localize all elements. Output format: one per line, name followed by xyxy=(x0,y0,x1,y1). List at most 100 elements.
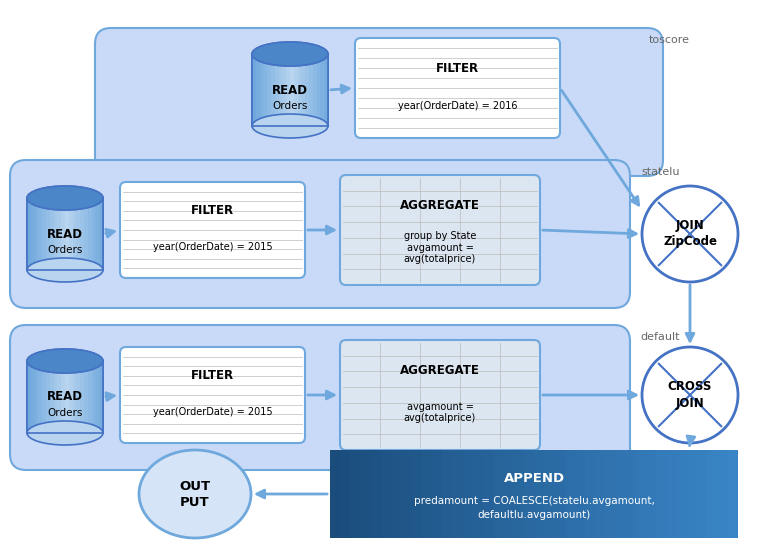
Bar xyxy=(286,54,290,126)
Bar xyxy=(504,450,513,538)
Bar xyxy=(305,54,309,126)
Bar xyxy=(38,361,42,433)
Bar xyxy=(256,54,259,126)
FancyBboxPatch shape xyxy=(95,28,663,176)
Bar xyxy=(697,450,707,538)
Bar xyxy=(350,450,361,538)
Ellipse shape xyxy=(252,114,328,138)
Bar xyxy=(462,450,473,538)
FancyBboxPatch shape xyxy=(10,325,630,470)
Bar xyxy=(61,361,65,433)
Bar xyxy=(50,198,53,270)
Bar xyxy=(27,198,103,270)
Bar xyxy=(687,450,697,538)
Bar xyxy=(493,450,504,538)
Text: year(OrderDate) = 2015: year(OrderDate) = 2015 xyxy=(153,407,272,418)
Text: avgamount =
avg(totalprice): avgamount = avg(totalprice) xyxy=(404,402,476,424)
Bar xyxy=(99,198,103,270)
Bar xyxy=(61,198,65,270)
Bar xyxy=(313,54,317,126)
Bar xyxy=(271,54,275,126)
Bar xyxy=(717,450,728,538)
Bar xyxy=(84,198,88,270)
Ellipse shape xyxy=(27,186,103,210)
Bar xyxy=(320,54,324,126)
Bar xyxy=(565,450,575,538)
Ellipse shape xyxy=(139,450,251,538)
Bar xyxy=(95,198,99,270)
Bar xyxy=(728,450,738,538)
Bar xyxy=(340,450,350,538)
Bar xyxy=(473,450,483,538)
Bar xyxy=(76,361,80,433)
Bar xyxy=(483,450,493,538)
Ellipse shape xyxy=(27,258,103,282)
FancyBboxPatch shape xyxy=(340,175,540,285)
Bar xyxy=(46,361,50,433)
Bar xyxy=(34,361,38,433)
Bar xyxy=(252,54,328,126)
Bar xyxy=(298,54,301,126)
Bar xyxy=(432,450,443,538)
Bar xyxy=(290,54,294,126)
Text: AGGREGATE: AGGREGATE xyxy=(400,364,480,377)
Bar xyxy=(275,54,278,126)
Bar xyxy=(88,198,92,270)
Bar xyxy=(371,450,381,538)
Text: AGGREGATE: AGGREGATE xyxy=(400,199,480,212)
Bar xyxy=(330,450,340,538)
Bar xyxy=(309,54,313,126)
Text: FILTER: FILTER xyxy=(191,204,234,217)
Text: JOIN
ZipCode: JOIN ZipCode xyxy=(663,220,717,248)
Bar xyxy=(69,361,72,433)
Bar xyxy=(65,198,69,270)
Text: Orders: Orders xyxy=(47,408,82,418)
Text: READ: READ xyxy=(272,84,308,97)
Bar xyxy=(84,361,88,433)
Bar xyxy=(31,361,34,433)
Bar xyxy=(411,450,422,538)
Bar xyxy=(57,198,61,270)
FancyBboxPatch shape xyxy=(10,160,630,308)
Text: OUT
PUT: OUT PUT xyxy=(179,479,211,509)
Text: group by State
avgamount =
avg(totalprice): group by State avgamount = avg(totalpric… xyxy=(404,231,476,264)
Bar xyxy=(53,361,57,433)
Bar xyxy=(267,54,271,126)
Bar xyxy=(317,54,320,126)
Bar xyxy=(252,54,328,126)
FancyBboxPatch shape xyxy=(340,340,540,450)
Bar xyxy=(80,198,84,270)
Text: statelu: statelu xyxy=(642,167,680,177)
Bar xyxy=(92,361,95,433)
Bar xyxy=(31,198,34,270)
Bar xyxy=(391,450,401,538)
Bar xyxy=(324,54,328,126)
Bar xyxy=(57,361,61,433)
Text: year(OrderDate) = 2015: year(OrderDate) = 2015 xyxy=(153,242,272,252)
Bar xyxy=(443,450,452,538)
Ellipse shape xyxy=(642,186,738,282)
Bar xyxy=(585,450,595,538)
Bar xyxy=(53,198,57,270)
Bar xyxy=(27,361,31,433)
Bar xyxy=(46,198,50,270)
Bar xyxy=(95,361,99,433)
Bar xyxy=(361,450,371,538)
Bar xyxy=(27,198,103,270)
Bar xyxy=(252,54,256,126)
Bar xyxy=(513,450,524,538)
Bar xyxy=(422,450,432,538)
Text: READ: READ xyxy=(47,227,83,241)
Text: READ: READ xyxy=(47,390,83,404)
Text: Orders: Orders xyxy=(272,101,307,111)
Bar xyxy=(27,361,103,433)
Bar xyxy=(278,54,282,126)
Text: predamount = COALESCE(statelu.avgamount,
defaultlu.avgamount): predamount = COALESCE(statelu.avgamount,… xyxy=(414,497,655,520)
Bar xyxy=(707,450,717,538)
Bar xyxy=(282,54,286,126)
Bar xyxy=(263,54,267,126)
Ellipse shape xyxy=(642,347,738,443)
Bar xyxy=(65,361,69,433)
Ellipse shape xyxy=(27,186,103,210)
Ellipse shape xyxy=(27,421,103,445)
